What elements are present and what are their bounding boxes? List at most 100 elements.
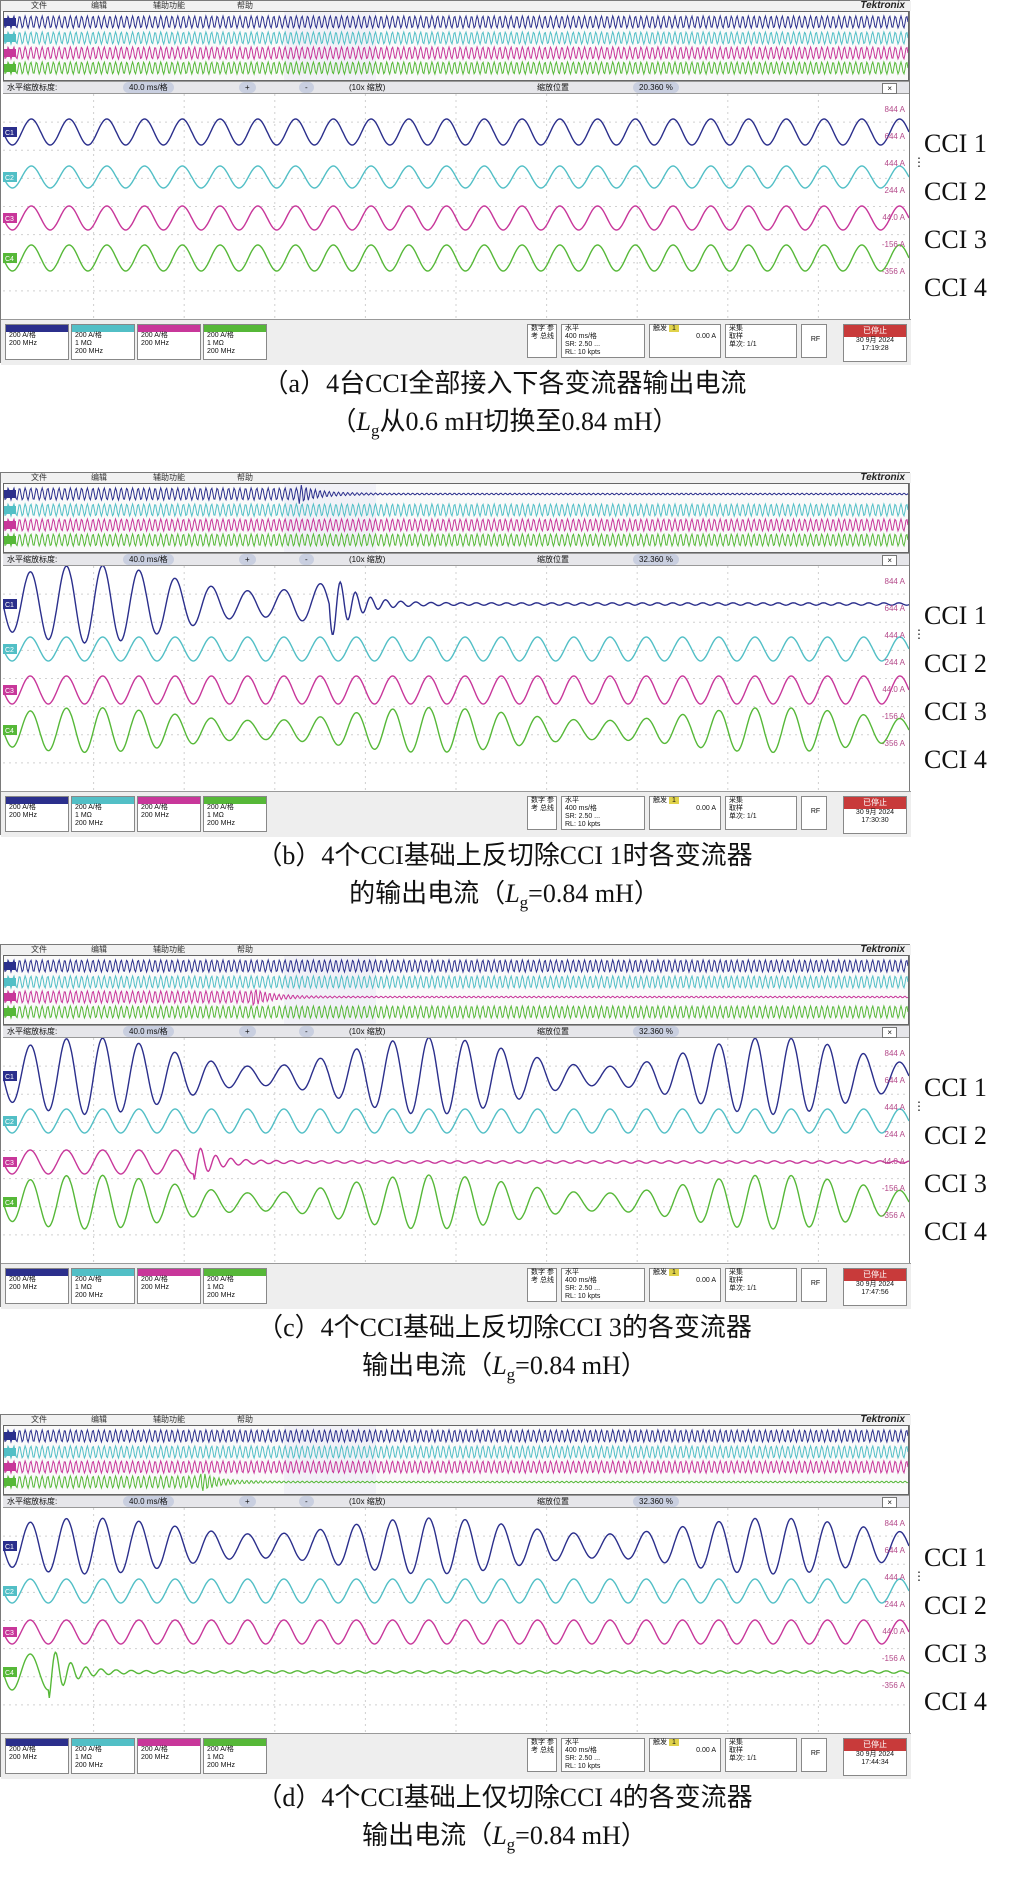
level-label: 444 A — [885, 1103, 906, 1112]
overview-display[interactable] — [3, 1425, 909, 1495]
zoom-plus-button[interactable]: + — [239, 1026, 256, 1037]
channel-box-c2[interactable]: 200 A/格 1 MΩ 200 MHz — [71, 796, 135, 832]
digital-ref-bus-button[interactable]: 数字 参考 总线 — [527, 1738, 557, 1772]
menu-help[interactable]: 帮助 — [237, 1, 253, 10]
more-options-icon[interactable]: ⋮ — [913, 627, 925, 641]
channel-box-c3[interactable]: 200 A/格 200 MHz — [137, 324, 201, 360]
menu-file[interactable]: 文件 — [31, 945, 47, 954]
zoom-plus-button[interactable]: + — [239, 1496, 256, 1507]
zoom-position[interactable]: 32.360 % — [633, 1496, 679, 1507]
channel-box-c2[interactable]: 200 A/格 1 MΩ 200 MHz — [71, 1268, 135, 1304]
channel-box-c2[interactable]: 200 A/格 1 MΩ 200 MHz — [71, 324, 135, 360]
zoom-waveform-area[interactable]: C1 C2 C3 C4 844 A 644 A 444 A 244 A 44.0 A -156 … — [3, 566, 909, 791]
menu-bar: 文件 编辑 辅助功能 帮助 Tektronix — [1, 1, 911, 11]
zoom-scale[interactable]: 40.0 ms/格 — [123, 1496, 174, 1507]
oscilloscope-screen: 文件 编辑 辅助功能 帮助 Tektronix 水平缩放标度: 40.0 ms/… — [0, 472, 911, 837]
more-options-icon[interactable]: ⋮ — [913, 1099, 925, 1113]
channel-tag-c1 — [3, 127, 17, 137]
acquisition-box[interactable]: 采集 取样 单次: 1/1 — [725, 1738, 797, 1772]
zoom-minus-button[interactable]: - — [299, 82, 314, 93]
channel-box-c1[interactable]: 200 A/格 200 MHz — [5, 796, 69, 832]
zoom-scale[interactable]: 40.0 ms/格 — [123, 554, 174, 565]
more-options-icon[interactable]: ⋮ — [913, 155, 925, 169]
menu-edit[interactable]: 编辑 — [91, 473, 107, 482]
zoom-plus-button[interactable]: + — [239, 554, 256, 565]
rf-button[interactable]: RF — [801, 1268, 827, 1302]
zoom-scale[interactable]: 40.0 ms/格 — [123, 1026, 174, 1037]
acquisition-box[interactable]: 采集 取样 单次: 1/1 — [725, 1268, 797, 1302]
zoom-minus-button[interactable]: - — [299, 1026, 314, 1037]
zoom-minus-button[interactable]: - — [299, 554, 314, 565]
channel-box-c1[interactable]: 200 A/格 200 MHz — [5, 1738, 69, 1774]
menu-help[interactable]: 帮助 — [237, 473, 253, 482]
run-stop-status[interactable]: 已停止 30 9月 2024 17:30:30 — [843, 796, 907, 834]
zoom-waveform-area[interactable]: C1 C2 C3 C4 844 A 644 A 444 A 244 A 44.0 A -156 … — [3, 94, 909, 319]
run-stop-status[interactable]: 已停止 30 9月 2024 17:47:56 — [843, 1268, 907, 1306]
menu-file[interactable]: 文件 — [31, 1415, 47, 1424]
zoom-scale[interactable]: 40.0 ms/格 — [123, 82, 174, 93]
level-label: 444 A — [885, 159, 906, 168]
channel-box-c1[interactable]: 200 A/格 200 MHz — [5, 324, 69, 360]
overview-trace-c1 — [4, 485, 908, 504]
run-stop-status[interactable]: 已停止 30 9月 2024 17:19:28 — [843, 324, 907, 362]
menu-file[interactable]: 文件 — [31, 1, 47, 10]
zoom-position[interactable]: 32.360 % — [633, 1026, 679, 1037]
overview-trace-c1 — [4, 1428, 908, 1444]
rf-button[interactable]: RF — [801, 1738, 827, 1772]
overview-display[interactable] — [3, 483, 909, 553]
menu-edit[interactable]: 编辑 — [91, 1, 107, 10]
digital-ref-bus-button[interactable]: 数字 参考 总线 — [527, 796, 557, 830]
zoom-close-button[interactable]: × — [882, 1497, 897, 1508]
menu-utility[interactable]: 辅助功能 — [153, 945, 185, 954]
horizontal-box[interactable]: 水平 400 ms/格 SR: 2.50 ... RL: 10 kpts — [561, 1738, 645, 1772]
channel-box-c4[interactable]: 200 A/格 1 MΩ 200 MHz — [203, 324, 267, 360]
channel-box-c3[interactable]: 200 A/格 200 MHz — [137, 1268, 201, 1304]
channel-box-c3[interactable]: 200 A/格 200 MHz — [137, 796, 201, 832]
menu-utility[interactable]: 辅助功能 — [153, 1, 185, 10]
menu-help[interactable]: 帮助 — [237, 1415, 253, 1424]
trigger-box[interactable]: 触发 1 0.00 A — [649, 324, 721, 358]
horizontal-box[interactable]: 水平 400 ms/格 SR: 2.50 ... RL: 10 kpts — [561, 796, 645, 830]
wave-trace-c4 — [3, 244, 909, 272]
overview-display[interactable] — [3, 11, 909, 81]
zoom-close-button[interactable]: × — [882, 83, 897, 94]
zoom-close-button[interactable]: × — [882, 1027, 897, 1038]
trigger-box[interactable]: 触发 1 0.00 A — [649, 1268, 721, 1302]
zoom-close-button[interactable]: × — [882, 555, 897, 566]
channel-box-c4[interactable]: 200 A/格 1 MΩ 200 MHz — [203, 1738, 267, 1774]
zoom-plus-button[interactable]: + — [239, 82, 256, 93]
menu-help[interactable]: 帮助 — [237, 945, 253, 954]
more-options-icon[interactable]: ⋮ — [913, 1569, 925, 1583]
channel-box-c2[interactable]: 200 A/格 1 MΩ 200 MHz — [71, 1738, 135, 1774]
menu-file[interactable]: 文件 — [31, 473, 47, 482]
zoom-waveform-area[interactable]: C1 C2 C3 C4 844 A 644 A 444 A 244 A 44.0 A -156 … — [3, 1508, 909, 1733]
run-stop-status[interactable]: 已停止 30 9月 2024 17:44:34 — [843, 1738, 907, 1776]
rf-button[interactable]: RF — [801, 796, 827, 830]
overview-display[interactable] — [3, 955, 909, 1025]
channel-box-c1[interactable]: 200 A/格 200 MHz — [5, 1268, 69, 1304]
zoom-position[interactable]: 20.360 % — [633, 82, 679, 93]
channel-box-c4[interactable]: 200 A/格 1 MΩ 200 MHz — [203, 1268, 267, 1304]
menu-edit[interactable]: 编辑 — [91, 945, 107, 954]
channel-box-c4[interactable]: 200 A/格 1 MΩ 200 MHz — [203, 796, 267, 832]
digital-ref-bus-button[interactable]: 数字 参考 总线 — [527, 1268, 557, 1302]
zoom-minus-button[interactable]: - — [299, 1496, 314, 1507]
menu-bar: 文件 编辑 辅助功能 帮助 Tektronix — [1, 1415, 911, 1425]
channel-box-c3[interactable]: 200 A/格 200 MHz — [137, 1738, 201, 1774]
menu-utility[interactable]: 辅助功能 — [153, 1415, 185, 1424]
zoom-waveform-area[interactable]: C1 C2 C3 C4 844 A 644 A 444 A 244 A 44.0 A -156 … — [3, 1038, 909, 1263]
caption-line-2: 的输出电流（Lg=0.84 mH） — [349, 879, 660, 913]
rf-button[interactable]: RF — [801, 324, 827, 358]
zoom-position[interactable]: 32.360 % — [633, 554, 679, 565]
trigger-box[interactable]: 触发 1 0.00 A — [649, 1738, 721, 1772]
horizontal-box[interactable]: 水平 400 ms/格 SR: 2.50 ... RL: 10 kpts — [561, 1268, 645, 1302]
horizontal-box[interactable]: 水平 400 ms/格 SR: 2.50 ... RL: 10 kpts — [561, 324, 645, 358]
menu-utility[interactable]: 辅助功能 — [153, 473, 185, 482]
channel-tag-c1 — [3, 599, 17, 609]
level-label: 444 A — [885, 1573, 906, 1582]
menu-edit[interactable]: 编辑 — [91, 1415, 107, 1424]
trigger-box[interactable]: 触发 1 0.00 A — [649, 796, 721, 830]
digital-ref-bus-button[interactable]: 数字 参考 总线 — [527, 324, 557, 358]
acquisition-box[interactable]: 采集 取样 单次: 1/1 — [725, 796, 797, 830]
acquisition-box[interactable]: 采集 取样 单次: 1/1 — [725, 324, 797, 358]
